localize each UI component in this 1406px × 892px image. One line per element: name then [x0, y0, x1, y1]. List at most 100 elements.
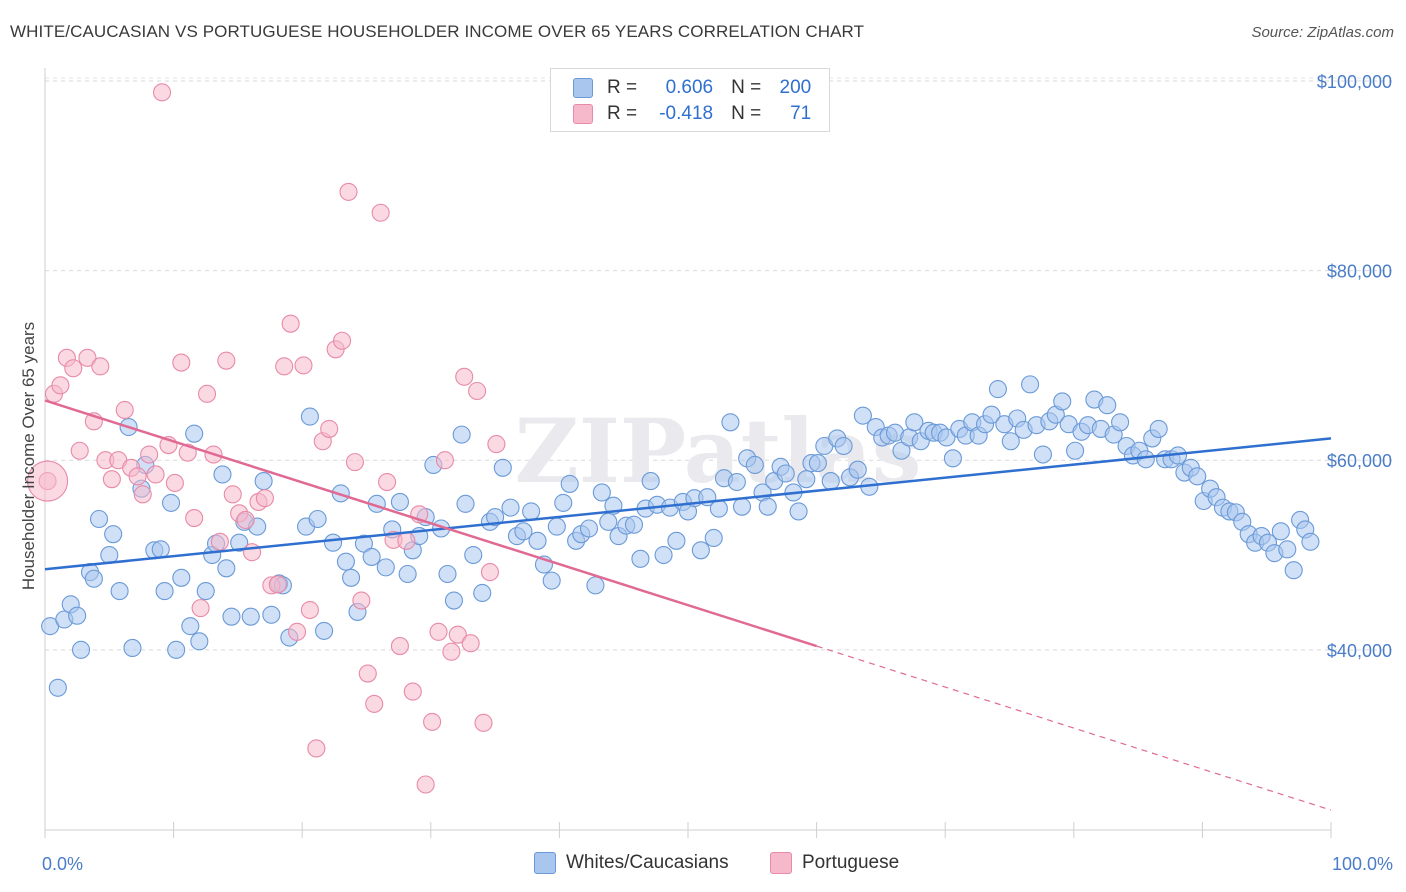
whites-caucasians-point [721, 413, 740, 432]
portuguese-point [352, 591, 371, 610]
portuguese-point [146, 465, 165, 484]
watermark: ZIPatlas [515, 399, 922, 503]
portuguese-point [165, 473, 184, 493]
whites-caucasians-point [196, 582, 215, 601]
whites-caucasians-point [1021, 375, 1040, 394]
whites-caucasians-point [1053, 392, 1072, 411]
whites-caucasians-point [547, 517, 566, 536]
whites-caucasians-point [758, 497, 777, 516]
whites-caucasians-point [704, 528, 723, 548]
whites-caucasians-point [1271, 522, 1290, 541]
whites-caucasians-point [797, 470, 816, 489]
whites-caucasians-point [493, 458, 512, 477]
bottom-legend-whites: Whites/Caucasians [534, 852, 729, 874]
whites-caucasians-point [452, 425, 471, 444]
whites-caucasians-point [110, 582, 129, 601]
legend-row-whites: R = 0.606 N = 200 [573, 76, 811, 100]
whites-caucasians-point [522, 502, 541, 521]
portuguese-point [275, 357, 294, 376]
whites-caucasians-point [988, 380, 1007, 399]
whites-caucasians-point [542, 571, 561, 590]
whites-caucasians-point [1136, 450, 1155, 469]
portuguese-point [115, 400, 134, 420]
whites-caucasians-point [1098, 396, 1117, 415]
portuguese-point [91, 357, 110, 376]
portuguese-point [416, 775, 435, 794]
whites-caucasians-point [254, 472, 273, 491]
whites-caucasians-point [89, 509, 109, 529]
y-tick-label: $40,000 [1327, 641, 1392, 661]
portuguese-point [345, 453, 364, 472]
whites-caucasians-point [667, 531, 686, 550]
whites-caucasians-point [560, 474, 579, 493]
whites-caucasians-point [241, 607, 260, 626]
trendline-whites-caucasians [44, 437, 1332, 571]
whites-caucasians-point [324, 533, 343, 552]
whites-caucasians-point [167, 640, 186, 659]
whites-caucasians-point [308, 509, 327, 529]
legend-n-value-whites: 200 [779, 77, 812, 98]
whites-caucasians-point [937, 428, 956, 447]
whites-caucasians-point [213, 465, 232, 484]
portuguese-point [403, 682, 422, 701]
portuguese-point [185, 509, 204, 528]
portuguese-point [128, 467, 147, 486]
portuguese-point [140, 445, 159, 464]
legend-n-label: N = [731, 103, 762, 124]
whites-caucasians-point [732, 497, 752, 516]
portuguese-point [442, 642, 461, 661]
whites-caucasians-point [1149, 419, 1168, 438]
whites-caucasians-point [1188, 467, 1207, 486]
whites-caucasians-point [821, 472, 840, 491]
whites-caucasians-point [1111, 413, 1130, 432]
bottom-legend-label-whites: Whites/Caucasians [566, 852, 729, 873]
portuguese-point [223, 485, 242, 504]
portuguese-point [300, 600, 319, 620]
whites-caucasians-point [262, 605, 281, 624]
x-tick-label: 0.0% [42, 854, 83, 874]
portuguese-point [78, 348, 97, 367]
whites-caucasians-point [1284, 561, 1303, 580]
whites-caucasians-point [745, 455, 764, 475]
whites-caucasians-point [390, 492, 409, 511]
portuguese-point [133, 485, 152, 504]
whites-caucasians-point [654, 545, 673, 565]
portuguese-point [480, 563, 500, 582]
series-portuguese [27, 83, 506, 794]
whites-caucasians-point [48, 678, 67, 697]
whites-caucasians-point [982, 405, 1001, 424]
portuguese-point [378, 472, 397, 492]
portuguese-point [255, 489, 274, 508]
legend-swatch-portuguese [573, 104, 593, 124]
whites-caucasians-point [151, 540, 170, 559]
whites-caucasians-point [943, 449, 962, 468]
whites-caucasians-point [848, 460, 867, 479]
portuguese-point [102, 470, 121, 489]
y-tick-label: $80,000 [1327, 262, 1392, 282]
portuguese-point [217, 351, 236, 370]
whites-caucasians-point [631, 549, 650, 568]
whites-caucasians-point [354, 534, 373, 553]
bottom-legend-label-portuguese: Portuguese [802, 852, 900, 873]
x-tick-label: 100.0% [1332, 854, 1393, 874]
whites-caucasians-point [514, 522, 533, 541]
whites-caucasians-point [586, 576, 605, 595]
whites-caucasians-point [217, 559, 236, 578]
portuguese-point [294, 356, 313, 375]
whites-caucasians-point [444, 591, 463, 610]
portuguese-point [70, 441, 89, 460]
whites-caucasians-point [464, 545, 483, 565]
correlation-legend: R = 0.606 N = 200 R = -0.418 N = 71 [550, 68, 830, 132]
legend-r-label: R = [607, 103, 638, 124]
whites-caucasians-point [624, 515, 644, 534]
legend-r-value-portuguese: -0.418 [659, 103, 714, 124]
portuguese-point [152, 83, 172, 102]
whites-caucasians-point [222, 607, 241, 626]
whites-caucasians-point [342, 568, 361, 587]
bottom-legend-portuguese: Portuguese [770, 852, 899, 874]
series-whites-caucasians [41, 375, 1320, 697]
trendline-portuguese [44, 399, 817, 648]
whites-caucasians-point [1301, 532, 1320, 551]
whites-caucasians-point [727, 472, 746, 492]
portuguese-point [320, 419, 339, 438]
